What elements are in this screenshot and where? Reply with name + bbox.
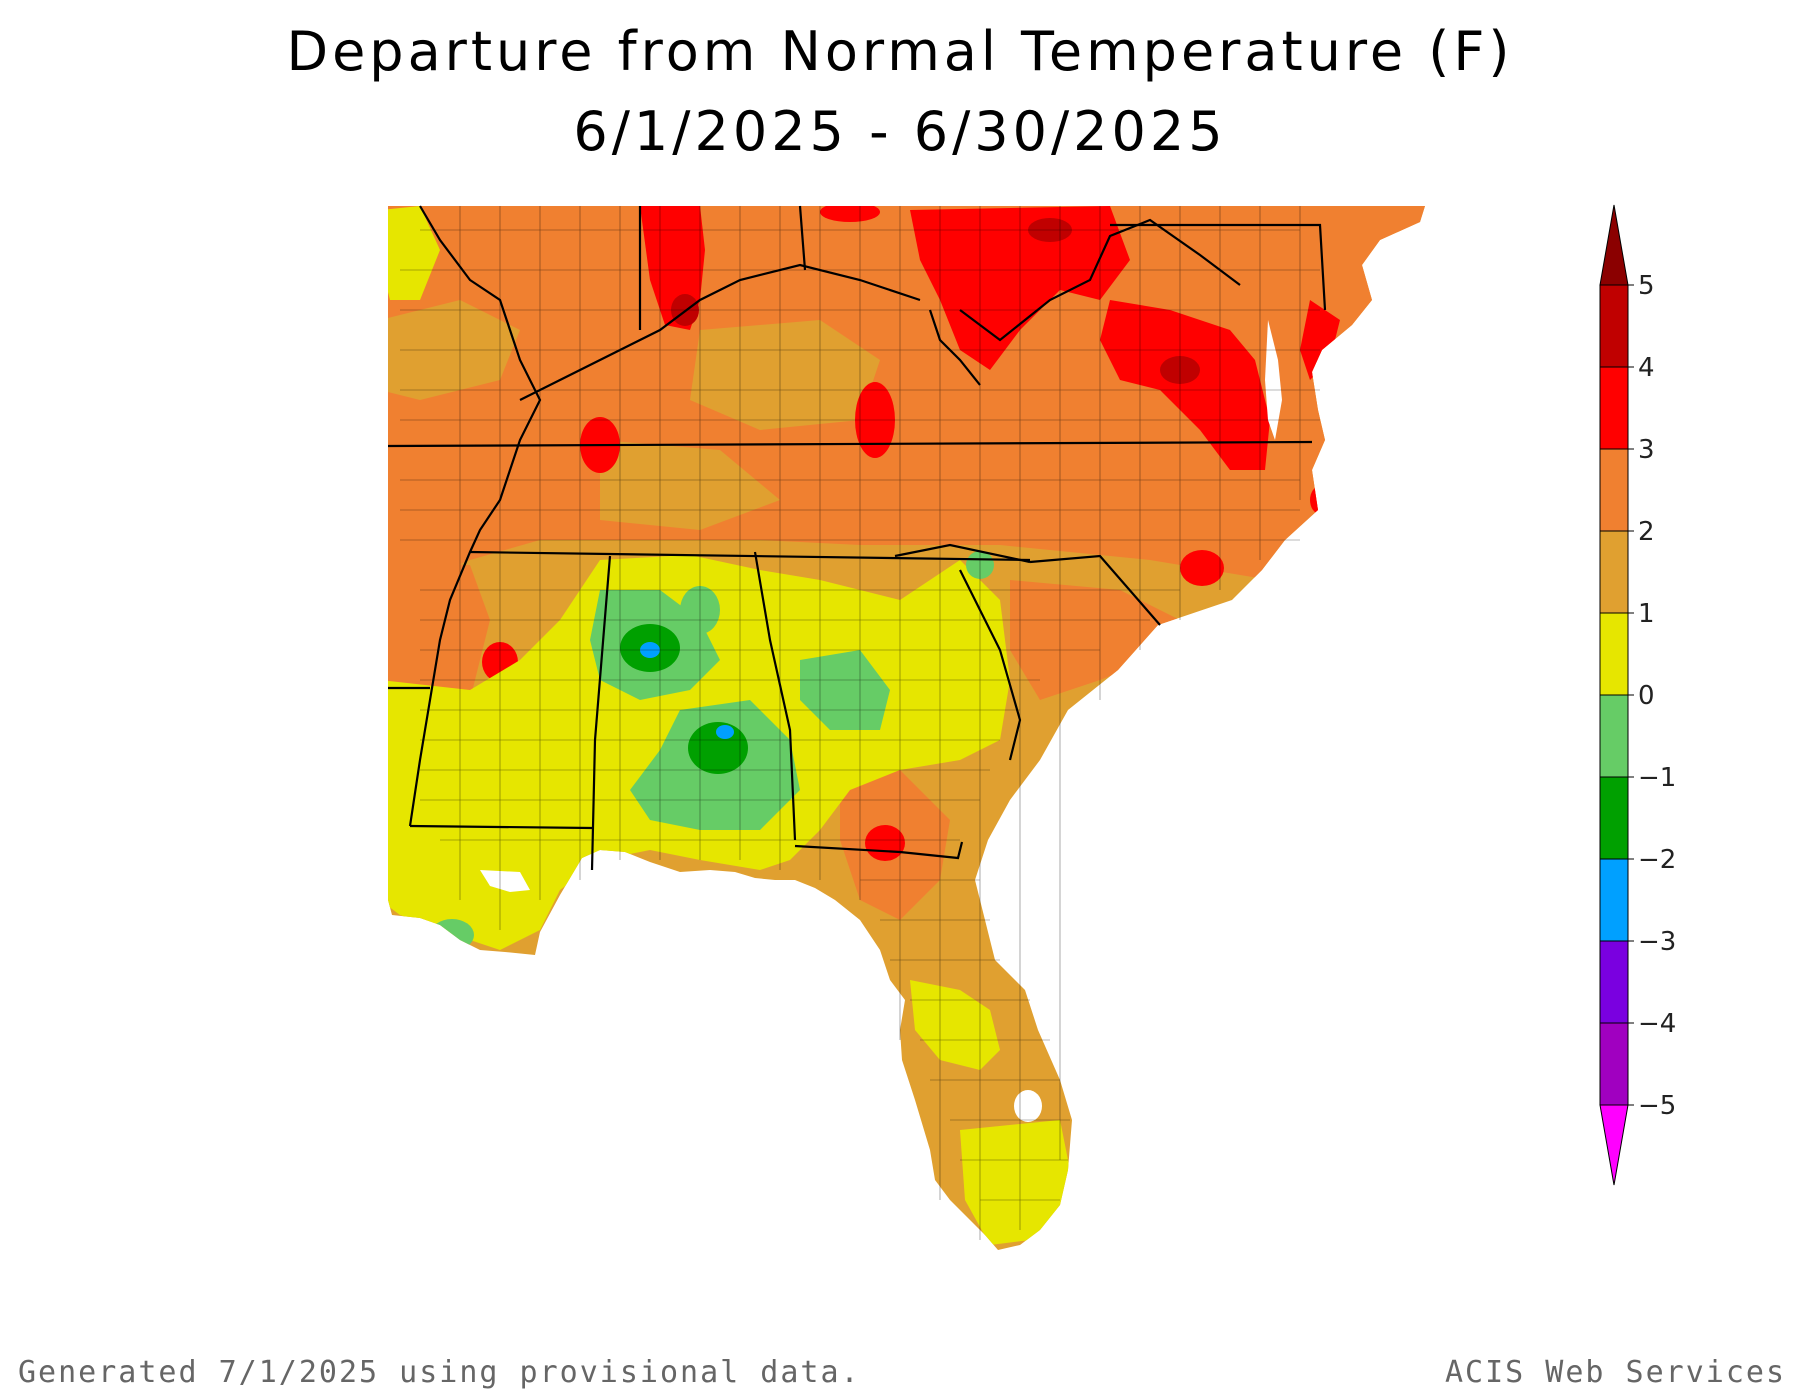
legend-bin (1599, 1022, 1629, 1106)
band-3-to-4-ohio (820, 206, 880, 222)
legend-bin (1599, 284, 1629, 368)
border-ky-tn (387, 440, 1313, 448)
border-in-oh (798, 205, 807, 271)
band-neg3-to-neg2-central-alabama (716, 725, 734, 739)
legend-bin (1599, 940, 1629, 1024)
band-1-to-2-kentucky (690, 320, 880, 430)
legend-tick-label: 0 (1638, 681, 1655, 711)
legend-bin (1599, 366, 1629, 450)
band-2-to-3-carolinas (1010, 580, 1180, 700)
border-ms-la (409, 824, 593, 830)
source-credit: ACIS Web Services (1444, 1355, 1786, 1390)
legend-bin (1599, 612, 1629, 696)
legend-bin (1599, 694, 1629, 778)
legend-tick-label: −3 (1638, 927, 1676, 957)
county-lines (400, 206, 1320, 1240)
legend-tick-label: −1 (1638, 763, 1676, 793)
legend-tick-label: −2 (1638, 845, 1676, 875)
band-0-to-1-central-florida (910, 980, 1000, 1070)
legend-bin (1599, 858, 1629, 942)
border-fl-north (794, 841, 964, 860)
temperature-field (388, 206, 1425, 1250)
legend-tick-labels: 5 4 3 2 1 0 −1 −2 −3 −4 −5 (1628, 271, 1676, 1121)
mobile-bay (480, 870, 530, 892)
legend-bin (1599, 530, 1629, 614)
band-neg1-to-0-louisiana (430, 919, 474, 951)
legend-bin-above-max (1599, 204, 1629, 286)
band-0-to-1-missouri-west (388, 206, 440, 300)
legend-tick-label: −4 (1638, 1009, 1676, 1039)
legend-bin (1599, 776, 1629, 860)
legend-tick-label: 4 (1638, 353, 1655, 383)
band-3-to-4-nc-coast (1180, 550, 1224, 586)
border-ga-nc (894, 543, 1031, 564)
band-3-to-4-georgia-south (865, 825, 905, 861)
generated-note: Generated 7/1/2025 using provisional dat… (18, 1355, 861, 1390)
map-date-range: 6/1/2025 - 6/30/2025 (573, 100, 1227, 163)
map-title: Departure from Normal Temperature (F) (286, 20, 1514, 83)
band-3-to-4-virginia (1100, 300, 1270, 470)
band-0-to-1-south-florida (960, 1120, 1070, 1245)
band-2-to-3-arkansas (388, 560, 490, 700)
band-3-to-4-outer-banks (1310, 486, 1330, 514)
legend-tick-label: −5 (1638, 1091, 1676, 1121)
legend-tick-label: 5 (1638, 271, 1655, 301)
legend-tick-label: 1 (1638, 599, 1655, 629)
legend-color-bins (1599, 204, 1629, 1186)
lake-okeechobee (1014, 1090, 1042, 1122)
legend-tick-label: 2 (1638, 517, 1655, 547)
legend-bin-below-min (1599, 1104, 1629, 1186)
legend-tick-label: 3 (1638, 435, 1655, 465)
color-legend: 5 4 3 2 1 0 −1 −2 −3 −4 −5 (1599, 204, 1676, 1186)
legend-bin (1599, 448, 1629, 532)
band-1-to-2-tennessee (600, 440, 780, 530)
border-tn-south (469, 550, 1031, 562)
